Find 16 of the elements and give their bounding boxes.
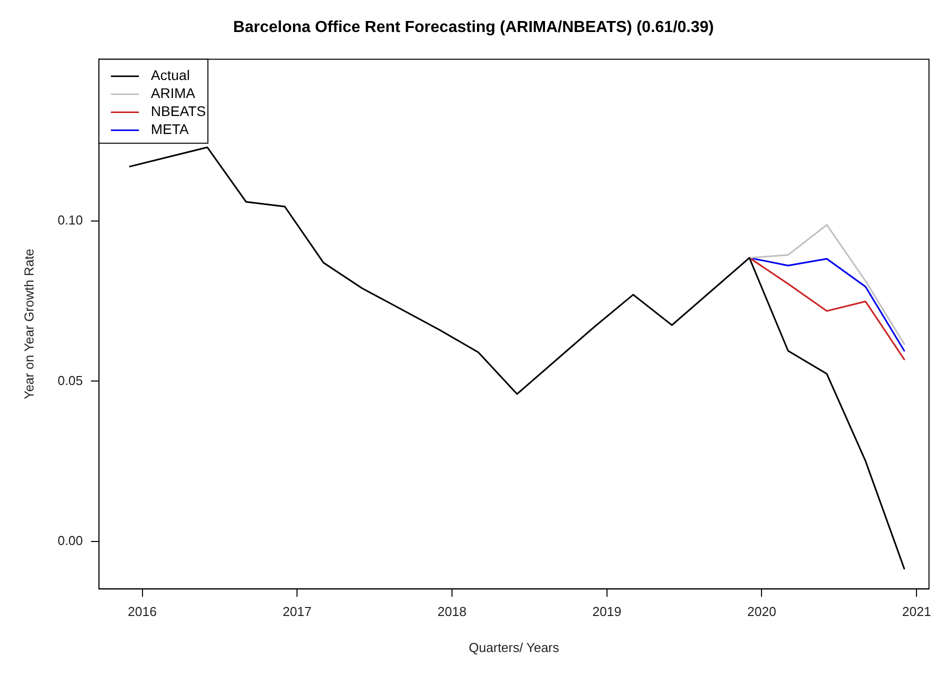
legend-label: ARIMA <box>150 85 196 102</box>
x-tick-label: 2020 <box>747 604 776 620</box>
chart-title: Barcelona Office Rent Forecasting (ARIMA/NBEATS) (0.61/0.39) <box>233 19 714 36</box>
x-tick-label: 2021 <box>902 604 932 620</box>
y-tick-label: 0.00 <box>58 532 83 548</box>
x-tick-label: 2016 <box>128 604 157 620</box>
legend-label: Actual <box>150 67 190 84</box>
y-axis-title: Year on Year Growth Rate <box>21 248 36 400</box>
x-axis-title: Quarters/ Years <box>468 640 560 655</box>
legend-label: NBEATS <box>150 103 206 120</box>
y-tick-label: 0.10 <box>58 212 83 228</box>
x-tick-label: 2017 <box>282 604 312 620</box>
x-tick-label: 2018 <box>438 604 466 620</box>
legend-label: META <box>150 121 190 138</box>
y-tick-label: 0.05 <box>58 372 83 388</box>
x-tick-label: 2019 <box>592 604 622 620</box>
